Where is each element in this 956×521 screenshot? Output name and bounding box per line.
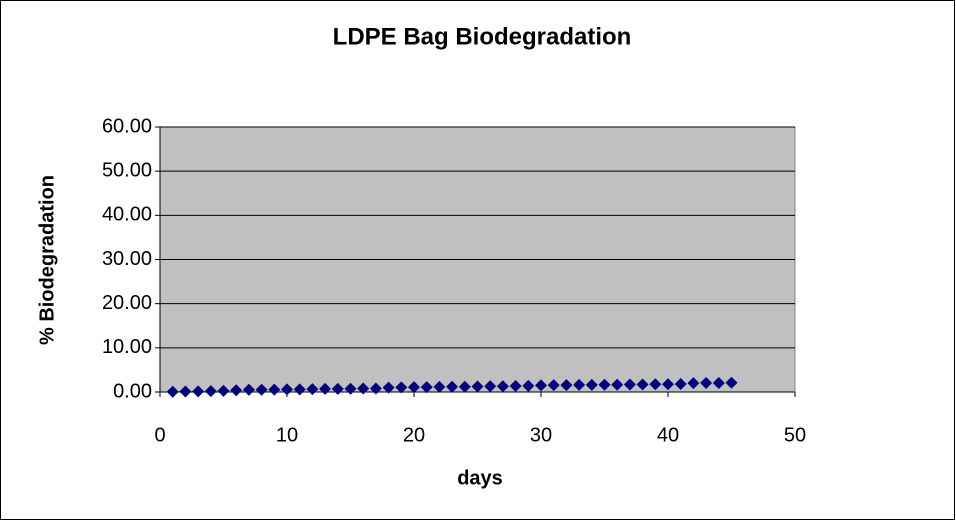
data-point	[331, 382, 344, 395]
data-point	[179, 385, 192, 398]
data-point	[573, 378, 586, 391]
data-point	[255, 383, 268, 396]
data-point	[281, 383, 293, 396]
data-point	[674, 378, 687, 391]
data-point	[509, 380, 522, 393]
y-tick-label: 0.00	[113, 380, 152, 402]
data-point	[357, 382, 370, 395]
data-point	[369, 382, 382, 395]
data-point	[217, 384, 230, 397]
y-tick-label: 20.00	[102, 292, 152, 314]
chart-title: LDPE Bag Biodegradation	[333, 23, 632, 50]
data-point	[649, 378, 662, 391]
data-point	[700, 376, 713, 389]
data-point	[535, 379, 547, 392]
data-point	[662, 378, 674, 391]
data-point	[446, 380, 459, 393]
data-point	[598, 378, 611, 391]
data-point	[166, 385, 179, 398]
data-point	[471, 380, 484, 393]
x-tick-label: 10	[276, 424, 298, 446]
y-tick-label: 40.00	[102, 204, 152, 226]
data-point	[204, 385, 217, 398]
y-tick-label: 50.00	[102, 159, 152, 181]
y-tick-label: 10.00	[102, 336, 152, 358]
data-point	[420, 381, 433, 394]
data-point	[560, 379, 573, 392]
data-point	[585, 378, 598, 391]
x-tick-label: 30	[530, 424, 552, 446]
y-axis-label: % Biodegradation	[36, 175, 58, 345]
data-point	[192, 385, 205, 398]
data-point	[395, 381, 408, 394]
data-point	[611, 378, 624, 391]
data-point	[408, 381, 420, 394]
data-point	[636, 378, 649, 391]
data-point	[268, 383, 281, 396]
x-tick-label: 40	[657, 424, 679, 446]
x-axis-label: days	[457, 467, 503, 489]
data-point	[725, 376, 738, 389]
data-point	[293, 383, 306, 396]
data-point	[712, 376, 725, 389]
data-point	[687, 377, 700, 390]
data-point	[623, 378, 636, 391]
y-tick-label: 60.00	[102, 115, 152, 137]
data-point	[484, 380, 497, 393]
data-point	[242, 383, 255, 396]
data-point	[458, 380, 471, 393]
data-point	[306, 383, 319, 396]
x-tick-label: 20	[403, 424, 425, 446]
y-tick-label: 30.00	[102, 248, 152, 270]
data-point	[433, 380, 446, 393]
data-point	[522, 379, 535, 392]
data-point	[382, 381, 395, 394]
data-point	[230, 384, 243, 397]
data-point	[344, 382, 357, 395]
x-tick-label: 50	[784, 424, 806, 446]
data-point	[319, 382, 332, 395]
data-point	[496, 380, 509, 393]
data-point	[547, 379, 560, 392]
x-tick-label: 0	[154, 424, 165, 446]
